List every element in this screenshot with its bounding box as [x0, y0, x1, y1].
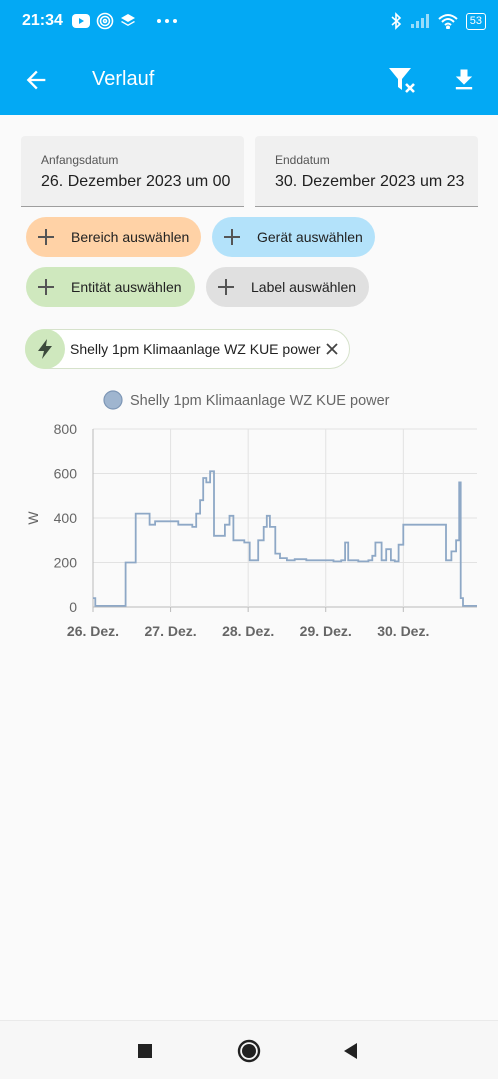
back-triangle-icon[interactable]	[338, 1038, 364, 1064]
select-device-chip[interactable]: Gerät auswählen	[212, 217, 375, 257]
bluetooth-icon	[391, 12, 401, 30]
plus-icon	[38, 279, 54, 295]
status-bar: 21:34 53	[0, 0, 498, 44]
close-icon[interactable]	[323, 340, 341, 358]
download-icon[interactable]	[450, 66, 478, 94]
y-tick-label: 400	[54, 510, 78, 526]
power-series-line	[93, 470, 477, 607]
y-axis-label: W	[25, 511, 41, 525]
plus-icon	[218, 279, 234, 295]
select-entity-label: Entität auswählen	[71, 279, 182, 295]
youtube-icon	[72, 14, 90, 28]
x-tick-label: 27. Dez.	[145, 623, 197, 639]
fingerprint-icon	[96, 12, 114, 30]
lightning-bolt-icon	[38, 339, 52, 359]
select-entity-chip[interactable]: Entität auswählen	[26, 267, 195, 307]
start-date-label: Anfangsdatum	[41, 153, 119, 167]
x-tick-label: 28. Dez.	[222, 623, 274, 639]
plus-icon	[224, 229, 240, 245]
wifi-icon	[438, 14, 458, 29]
start-date-value: 26. Dezember 2023 um 00	[41, 173, 231, 190]
y-tick-label: 800	[54, 421, 78, 437]
select-device-label: Gerät auswählen	[257, 229, 363, 245]
page-title: Verlauf	[92, 68, 155, 90]
end-date-field[interactable]: Enddatum 30. Dezember 2023 um 23	[255, 136, 478, 207]
chart-axes: 0 200 400 600 800 26. Dez. 27. Dez. 28. Dez. 29.…	[54, 421, 430, 639]
plus-icon	[38, 229, 54, 245]
top-app-bar: 21:34 53 Verlauf	[0, 0, 498, 115]
legend-swatch	[103, 390, 123, 410]
legend-label: Shelly 1pm Klimaanlage WZ KUE power	[130, 393, 390, 409]
select-area-label: Bereich auswählen	[71, 229, 190, 245]
recents-square-icon[interactable]	[132, 1038, 158, 1064]
selected-entity-chip[interactable]: Shelly 1pm Klimaanlage WZ KUE power	[25, 329, 350, 369]
end-date-label: Enddatum	[275, 153, 330, 167]
chart-legend[interactable]: Shelly 1pm Klimaanlage WZ KUE power	[103, 390, 390, 410]
signal-icon	[410, 14, 429, 28]
home-circle-icon[interactable]	[236, 1038, 262, 1064]
filter-remove-icon[interactable]	[387, 64, 419, 96]
entity-chip-icon-wrap	[25, 329, 65, 369]
select-area-chip[interactable]: Bereich auswählen	[26, 217, 201, 257]
y-tick-label: 600	[54, 466, 78, 482]
x-tick-label: 26. Dez.	[67, 623, 119, 639]
layers-icon	[121, 14, 135, 26]
chart-grid	[92, 428, 477, 608]
android-nav-bar	[0, 1020, 498, 1079]
selected-entity-name: Shelly 1pm Klimaanlage WZ KUE power	[70, 341, 321, 357]
battery-icon: 53	[465, 12, 486, 30]
end-date-value: 30. Dezember 2023 um 23	[275, 173, 465, 190]
select-label-label: Label auswählen	[251, 279, 357, 295]
back-arrow-icon[interactable]	[22, 66, 50, 94]
x-tick-label: 29. Dez.	[300, 623, 352, 639]
history-chart: Shelly 1pm Klimaanlage WZ KUE power 0 200…	[25, 390, 477, 639]
select-label-chip[interactable]: Label auswählen	[206, 267, 369, 307]
y-tick-label: 0	[69, 599, 77, 615]
system-status: 53	[390, 12, 486, 30]
more-dots-icon	[157, 19, 177, 23]
status-time: 21:34	[22, 12, 63, 29]
notification-icons	[72, 12, 178, 30]
y-tick-label: 200	[54, 555, 78, 571]
start-date-field[interactable]: Anfangsdatum 26. Dezember 2023 um 00	[21, 136, 244, 207]
x-tick-label: 30. Dez.	[377, 623, 429, 639]
